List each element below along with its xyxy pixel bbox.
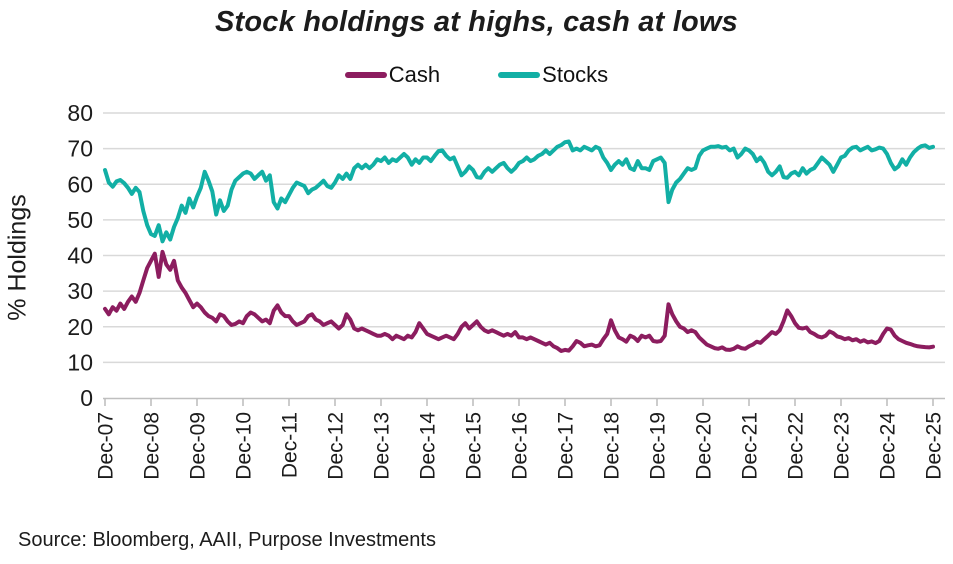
svg-text:20: 20	[67, 314, 93, 340]
svg-text:Dec-13: Dec-13	[371, 412, 394, 480]
svg-text:Dec-19: Dec-19	[647, 412, 670, 480]
legend-item-cash: Cash	[344, 62, 441, 88]
source-note: Source: Bloomberg, AAII, Purpose Investm…	[18, 529, 436, 551]
svg-text:Dec-21: Dec-21	[739, 412, 762, 480]
svg-text:Dec-17: Dec-17	[555, 412, 578, 480]
svg-text:Dec-09: Dec-09	[187, 412, 210, 480]
svg-text:Dec-18: Dec-18	[601, 412, 624, 480]
page-title: Stock holdings at highs, cash at lows	[214, 6, 739, 38]
svg-text:40: 40	[67, 243, 93, 269]
legend: Cash Stocks	[0, 62, 953, 88]
cash-line-swatch-icon	[344, 72, 387, 78]
legend-label-cash: Cash	[388, 62, 441, 87]
svg-text:Dec-22: Dec-22	[785, 412, 808, 480]
svg-text:Dec-23: Dec-23	[831, 412, 854, 480]
stocks-line	[103, 139, 935, 244]
svg-text:Dec-10: Dec-10	[233, 412, 256, 480]
svg-text:Dec-20: Dec-20	[693, 412, 716, 480]
svg-text:10: 10	[67, 349, 93, 375]
legend-item-stocks: Stocks	[498, 62, 608, 88]
svg-text:Dec-12: Dec-12	[325, 412, 348, 480]
svg-text:0: 0	[80, 385, 93, 411]
svg-text:Dec-08: Dec-08	[141, 412, 164, 480]
svg-text:Dec-24: Dec-24	[877, 412, 900, 480]
svg-text:30: 30	[67, 278, 93, 304]
svg-text:Dec-16: Dec-16	[509, 412, 532, 480]
svg-text:Dec-15: Dec-15	[463, 412, 486, 480]
svg-text:80: 80	[67, 100, 93, 126]
svg-text:Dec-25: Dec-25	[923, 412, 946, 480]
svg-text:70: 70	[67, 136, 93, 162]
stocks-line-swatch-icon	[498, 72, 541, 78]
svg-text:Dec-14: Dec-14	[417, 412, 440, 480]
cash-line	[103, 249, 935, 353]
legend-label-stocks: Stocks	[542, 62, 609, 87]
svg-text:Dec-11: Dec-11	[279, 412, 302, 478]
svg-text:60: 60	[67, 171, 93, 197]
svg-text:Dec-07: Dec-07	[95, 412, 118, 480]
svg-text:50: 50	[67, 207, 93, 233]
